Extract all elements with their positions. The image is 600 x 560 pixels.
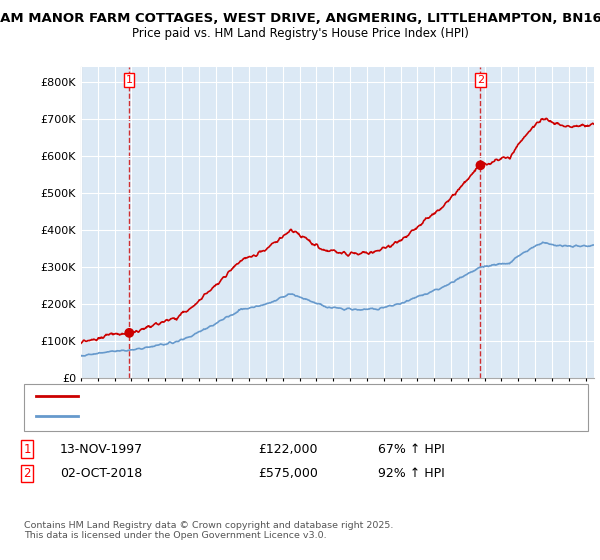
Point: [476, 161, 485, 170]
Text: 1: 1: [23, 442, 31, 456]
Text: 2: 2: [477, 75, 484, 85]
Text: 13-NOV-1997: 13-NOV-1997: [60, 442, 143, 456]
Text: £575,000: £575,000: [258, 466, 318, 480]
Text: 02-OCT-2018: 02-OCT-2018: [60, 466, 142, 480]
Text: 1: 1: [126, 75, 133, 85]
Text: HPI: Average price, semi-detached house, Arun: HPI: Average price, semi-detached house,…: [84, 411, 331, 421]
Point: [124, 328, 134, 337]
Text: 92% ↑ HPI: 92% ↑ HPI: [378, 466, 445, 480]
Text: £122,000: £122,000: [258, 442, 317, 456]
Text: Price paid vs. HM Land Registry's House Price Index (HPI): Price paid vs. HM Land Registry's House …: [131, 27, 469, 40]
Text: Contains HM Land Registry data © Crown copyright and database right 2025.
This d: Contains HM Land Registry data © Crown c…: [24, 521, 394, 540]
Text: 2: 2: [23, 466, 31, 480]
Text: 4, HAM MANOR FARM COTTAGES, WEST DRIVE, ANGMERING, LITTLEHAMPTON, BN16 4JF: 4, HAM MANOR FARM COTTAGES, WEST DRIVE, …: [0, 12, 600, 25]
Text: 4, HAM MANOR FARM COTTAGES, WEST DRIVE, ANGMERING, LITTLEHAMPTON, BN16 4JF (semi: 4, HAM MANOR FARM COTTAGES, WEST DRIVE, …: [84, 391, 577, 401]
Text: 67% ↑ HPI: 67% ↑ HPI: [378, 442, 445, 456]
